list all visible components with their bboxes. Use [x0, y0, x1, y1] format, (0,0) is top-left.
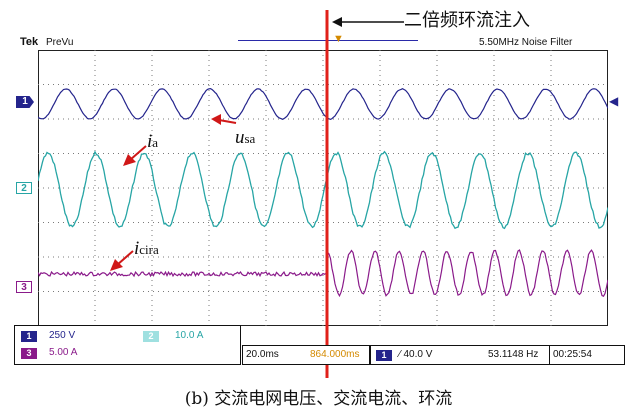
trigger-level-arrow-icon: ◀	[609, 94, 619, 108]
frequency-readout: 53.1148 Hz	[488, 349, 539, 360]
timebase-panel[interactable]: 20.0ms 864.000ms	[242, 345, 370, 365]
waveform-area	[38, 50, 608, 326]
clock-time: 00:25:54	[553, 349, 592, 360]
usa-waveform	[38, 87, 608, 121]
ch1-badge: 1	[21, 331, 37, 342]
horizontal-position: 864.000ms	[310, 349, 360, 360]
ch2-badge: 2	[143, 331, 159, 342]
channel-scale-panel[interactable]: 1 250 V 2 10.0 A 3 5.00 A	[14, 325, 241, 365]
trigger-position-icon: ▼	[333, 33, 344, 45]
channel-1-marker[interactable]: 1	[16, 96, 34, 108]
acquisition-mode: PreVu	[46, 37, 74, 48]
ch1-scale: 250 V	[49, 330, 76, 341]
ch2-scale: 10.0 A	[175, 330, 204, 341]
brand-logo: Tek	[20, 36, 39, 48]
label-icira: icira	[134, 238, 159, 259]
scope-display	[38, 50, 608, 326]
icira-pointer-arrow	[110, 250, 134, 271]
clock-panel: 00:25:54	[549, 345, 625, 365]
annotation-arrow-icon	[332, 17, 404, 27]
ia-pointer-arrow	[123, 145, 147, 166]
figure-caption: (b) 交流电网电压、交流电流、环流	[184, 389, 453, 409]
ch3-badge: 3	[21, 348, 37, 359]
label-usa: usa	[235, 127, 256, 148]
usa-pointer-arrow	[211, 114, 237, 125]
timebase-value: 20.0ms	[246, 349, 279, 360]
icira-waveform	[38, 249, 608, 298]
ch3-scale: 5.00 A	[49, 347, 78, 358]
channel-3-marker[interactable]: 3	[16, 281, 32, 293]
injection-annotation: 二倍频环流注入	[404, 10, 530, 31]
ia-waveform	[38, 150, 608, 230]
label-ia: ia	[147, 131, 159, 152]
noise-filter-info: 5.50MHz Noise Filter	[479, 37, 573, 48]
trigger-source-badge: 1	[376, 350, 392, 361]
trigger-panel[interactable]: 1 ⁄ 40.0 V 53.1148 Hz	[370, 345, 551, 365]
trigger-level: ⁄ 40.0 V	[399, 349, 433, 360]
channel-2-marker[interactable]: 2	[16, 182, 32, 194]
